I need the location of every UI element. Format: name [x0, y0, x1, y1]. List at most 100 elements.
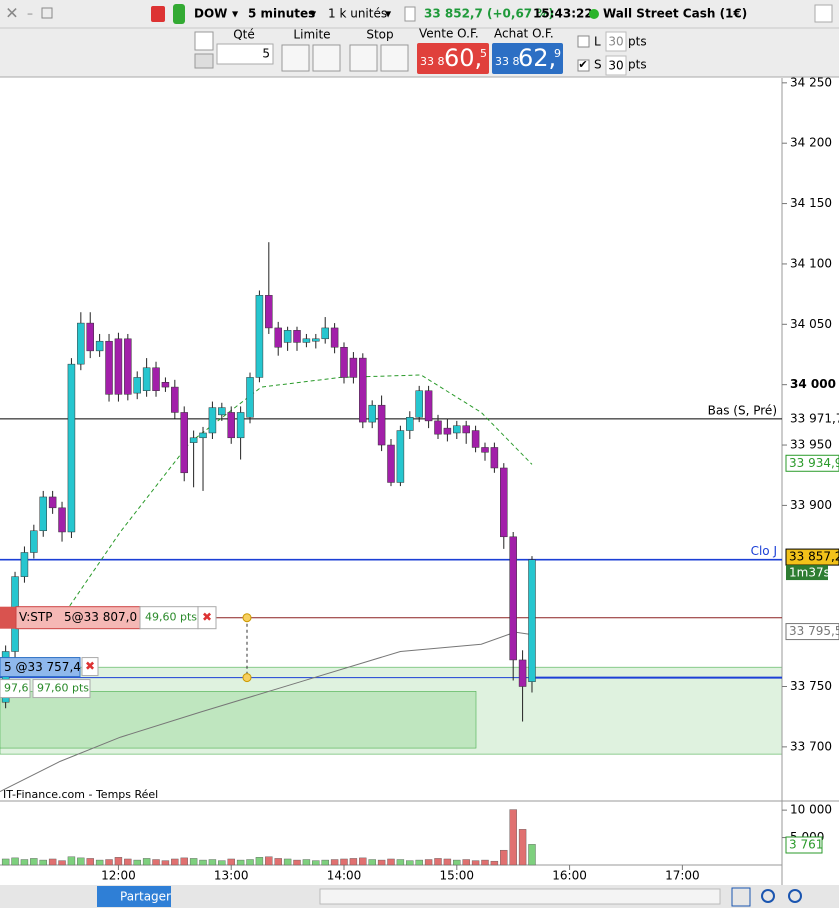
candle-body	[330, 327, 339, 348]
order-type: V:STP	[19, 610, 52, 624]
zoom-in[interactable]	[788, 889, 802, 903]
dropdown-arrow[interactable]: ▼	[385, 10, 392, 19]
candle-body	[246, 377, 254, 418]
candle-body	[142, 367, 151, 391]
candle-body	[462, 425, 470, 434]
position-text: 5 @33 757,4	[4, 660, 81, 674]
candle-body	[283, 330, 292, 343]
volume-bar	[218, 860, 226, 866]
dropdown-arrow[interactable]: ▼	[310, 10, 317, 19]
candle-body	[293, 330, 301, 343]
share-button[interactable]	[97, 886, 171, 907]
zoom-out[interactable]	[761, 889, 775, 903]
period[interactable]: 5 minutes	[248, 7, 315, 21]
volume-bar	[349, 858, 358, 866]
buy-suffix[interactable]: 9	[554, 47, 561, 60]
candle-body	[39, 496, 47, 532]
close-button[interactable]: ✕	[5, 4, 18, 23]
zoom-fit[interactable]	[731, 887, 751, 907]
l-value[interactable]: 30	[608, 35, 623, 49]
l-input[interactable]	[605, 31, 627, 52]
window-button[interactable]	[814, 4, 833, 23]
qty-value[interactable]: 5	[262, 47, 270, 61]
qty-input[interactable]	[216, 43, 274, 65]
minimize-button[interactable]: –	[27, 7, 33, 21]
order-cancel[interactable]	[197, 606, 217, 630]
chart-type-icon[interactable]	[151, 6, 165, 22]
stop-sell-button[interactable]	[380, 44, 409, 72]
info-icon[interactable]	[404, 6, 416, 22]
candle-body	[387, 444, 395, 483]
status-dot	[589, 9, 599, 19]
volume-bar	[208, 859, 217, 866]
volume-bar	[67, 856, 76, 866]
candle-body	[105, 340, 113, 395]
cancel-icon: ✖	[85, 659, 95, 673]
volume-bar	[142, 858, 151, 866]
candle-body	[443, 427, 452, 435]
l-checkbox[interactable]	[577, 35, 590, 48]
candle-body	[274, 327, 282, 348]
candle-body	[95, 340, 104, 352]
qty-label: Qté	[233, 28, 255, 42]
buy-button[interactable]	[492, 43, 563, 74]
position-cancel[interactable]	[81, 657, 99, 677]
candle-body	[152, 367, 160, 391]
y-tick-label: 33 750	[790, 679, 832, 693]
dropdown-arrow[interactable]: ▼	[232, 10, 239, 19]
candle-body	[359, 357, 367, 423]
candle-body	[255, 295, 264, 378]
sell-price[interactable]: 60,	[444, 44, 482, 72]
l-unit: pts	[628, 35, 647, 49]
volume-bar	[443, 858, 452, 866]
candle-body	[302, 338, 311, 343]
candle-body	[20, 552, 29, 577]
candle-body	[368, 404, 376, 423]
volume-bar	[48, 858, 57, 866]
sell-prefix[interactable]: 33 8	[420, 55, 445, 68]
candle-body	[227, 412, 235, 439]
volume-bar	[77, 857, 85, 866]
keypad-button[interactable]	[194, 53, 214, 69]
s-input[interactable]	[605, 55, 627, 76]
settings-button[interactable]	[194, 31, 214, 51]
volume-bar	[180, 857, 188, 866]
symbol[interactable]: DOW	[194, 7, 227, 21]
position-tag[interactable]	[0, 657, 81, 678]
s-value[interactable]: 30	[608, 59, 623, 73]
candle-body	[218, 407, 226, 416]
sell-suffix[interactable]: 5	[480, 47, 487, 60]
volume-bar	[274, 858, 282, 866]
order-drag[interactable]	[0, 606, 16, 629]
volume-last-label: 3 761	[789, 838, 823, 852]
position-sub-box	[0, 679, 31, 699]
maximize-button[interactable]	[41, 7, 53, 19]
volume-bar	[321, 859, 329, 866]
y-tick-label: 34 000	[790, 377, 836, 391]
buy-price[interactable]: 62,	[518, 44, 556, 72]
indicator-icon[interactable]	[173, 4, 185, 24]
limit-buy-button[interactable]	[281, 44, 310, 72]
price-tag-label: 33 934,9	[789, 456, 839, 470]
share-label[interactable]: Partager	[120, 890, 171, 904]
stop-buy-button[interactable]	[349, 44, 378, 72]
timer-label: 1m37s	[789, 566, 830, 580]
buy-prefix[interactable]: 33 8	[495, 55, 520, 68]
volume-bar	[199, 859, 207, 866]
x-tick-label: 14:00	[327, 869, 362, 883]
volume-bar	[312, 860, 320, 866]
scrollbar[interactable]	[319, 888, 721, 905]
candle-body	[67, 363, 76, 533]
s-checkbox[interactable]	[577, 59, 590, 72]
volume-bar	[528, 844, 536, 866]
sell-button[interactable]	[417, 43, 489, 74]
candle-body	[171, 386, 179, 413]
check-mark: ✔	[578, 58, 587, 71]
candle-body	[189, 437, 198, 443]
volume-bar	[377, 859, 386, 866]
units[interactable]: 1 k unités	[328, 7, 387, 21]
volume-bar	[424, 859, 433, 866]
candle-body	[509, 536, 517, 661]
limit-sell-button[interactable]	[312, 44, 341, 72]
volume-bar	[11, 857, 19, 866]
